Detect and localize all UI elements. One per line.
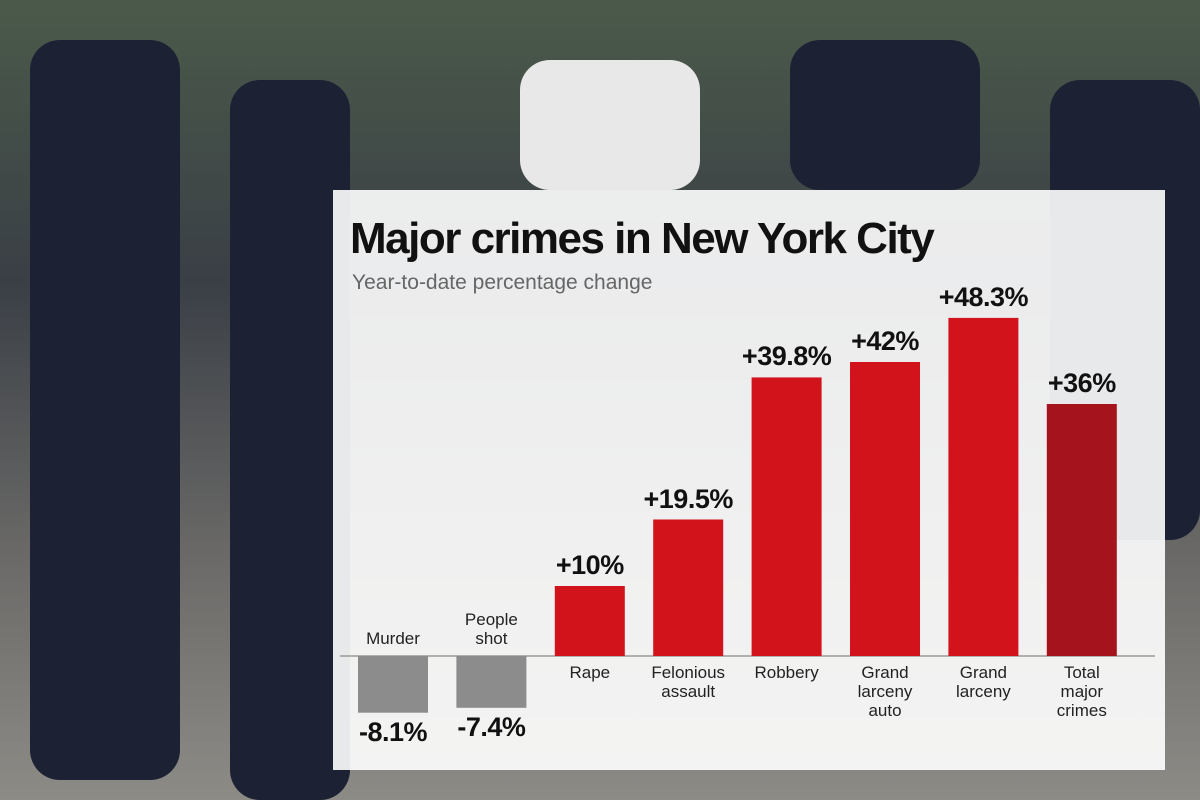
chart-subtitle: Year-to-date percentage change xyxy=(352,271,653,294)
category-label: Grand larceny auto xyxy=(857,663,913,720)
value-label: +36% xyxy=(1047,368,1116,398)
value-label: -8.1% xyxy=(358,716,428,747)
bar xyxy=(554,586,625,656)
bar xyxy=(1046,404,1117,656)
category-label: People shot xyxy=(464,610,518,648)
category-label: Total major crimes xyxy=(1056,663,1107,720)
bar xyxy=(653,519,724,656)
category-label: Rape xyxy=(569,663,611,682)
category-label: Grand larceny xyxy=(955,663,1011,701)
value-label: +10% xyxy=(555,550,624,580)
value-label: +48.3% xyxy=(938,281,1029,312)
bar xyxy=(850,362,920,656)
value-label: +42% xyxy=(851,326,919,356)
bar xyxy=(751,377,822,656)
bar xyxy=(948,317,1019,656)
bar xyxy=(456,656,527,708)
category-label: Felonious assault xyxy=(651,663,726,701)
chart-title: Major crimes in New York City xyxy=(350,214,935,263)
bar xyxy=(358,656,428,713)
value-label: +39.8% xyxy=(741,341,832,372)
category-label: Murder xyxy=(366,629,420,648)
category-label: Robbery xyxy=(754,663,819,682)
value-label: -7.4% xyxy=(457,711,526,742)
value-label: +19.5% xyxy=(643,483,734,514)
